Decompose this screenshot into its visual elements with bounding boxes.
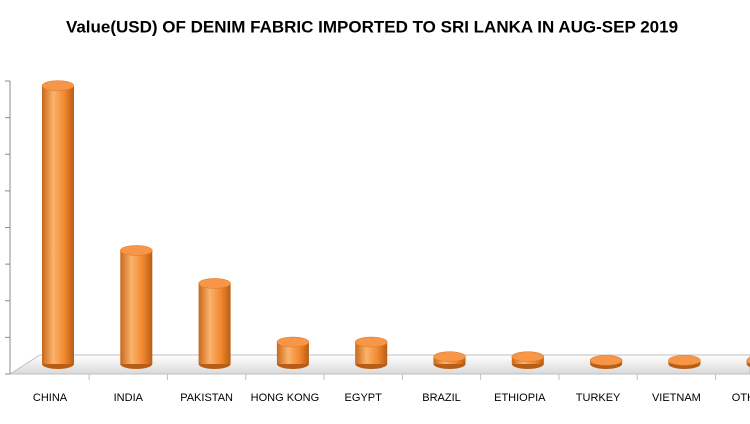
bar [355,342,388,364]
x-tick-label: OTHERS [732,392,750,404]
x-tick-label: INDIA [114,392,144,404]
chart-title: Value(USD) OF DENIM FABRIC IMPORTED TO S… [66,17,678,36]
bar-top [354,336,388,348]
x-tick-label: ETHIOPIA [494,392,546,404]
bar [198,283,231,364]
bar-top [668,355,701,366]
bar-top [433,351,466,362]
bar-top [589,355,623,366]
bar-top [746,357,750,364]
x-tick-label: HONG KONG [251,392,319,404]
bar [42,85,74,365]
bar-top [41,80,75,91]
bar [276,342,309,364]
bar-top [198,278,231,289]
x-tick-label: EGYPT [345,392,383,404]
x-tick-label: CHINA [33,392,68,404]
x-tick-label: VIETNAM [652,392,701,404]
bar-top [120,245,153,256]
x-tick-label: PAKISTAN [180,392,233,404]
bar [120,250,153,364]
x-tick-label: BRAZIL [422,392,461,404]
x-tick-label: TURKEY [576,392,621,404]
bar-top [511,351,545,362]
bar-top [276,336,310,348]
